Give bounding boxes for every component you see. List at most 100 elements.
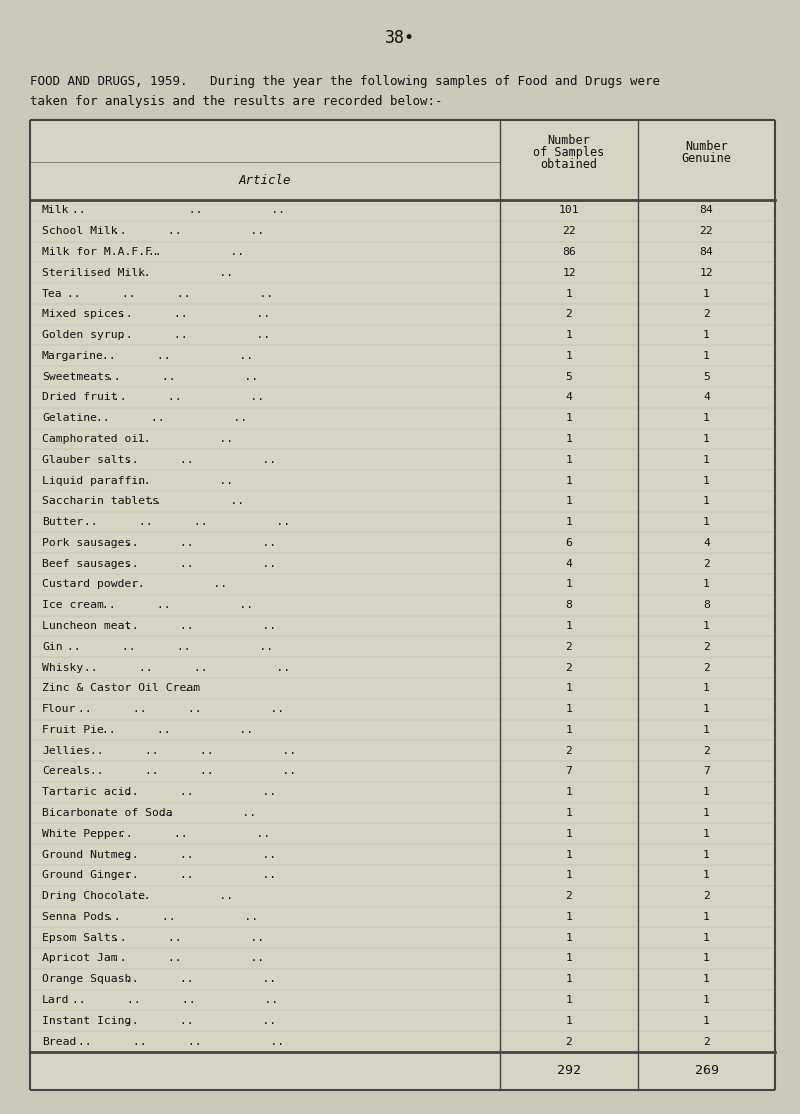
Text: 8: 8 [566,600,573,610]
Text: Tartaric acid: Tartaric acid [42,788,131,798]
Text: of Samples: of Samples [534,146,605,159]
Text: ..      ..      ..          ..: .. .. .. .. [71,1037,284,1047]
Text: ..      ..          ..: .. .. .. [94,351,253,361]
Text: 1: 1 [703,434,710,444]
Text: 7: 7 [566,766,573,776]
Text: ..      ..          ..: .. .. .. [94,600,253,610]
Text: ..      ..      ..          ..: .. .. .. .. [71,704,284,714]
Text: Milk for M.A.F.F.: Milk for M.A.F.F. [42,247,159,257]
Text: 1: 1 [566,912,573,922]
Text: Pork sausages: Pork sausages [42,538,131,548]
Text: 1: 1 [703,932,710,942]
Text: Mixed spices: Mixed spices [42,310,125,320]
Text: ..      ..      ..          ..: .. .. .. .. [59,642,273,652]
Text: 2: 2 [566,891,573,901]
Text: 2: 2 [566,642,573,652]
Text: Orange Squash: Orange Squash [42,975,131,985]
Text: Milk: Milk [42,205,70,215]
Text: ..      ..          ..: .. .. .. [106,954,265,964]
Text: FOOD AND DRUGS, 1959.   During the year the following samples of Food and Drugs : FOOD AND DRUGS, 1959. During the year th… [30,75,660,88]
Text: Fruit Pie: Fruit Pie [42,725,104,735]
Text: 4: 4 [566,558,573,568]
Text: Flour: Flour [42,704,76,714]
Text: ..      ..          ..: .. .. .. [106,932,265,942]
Text: ..      ..          ..: .. .. .. [118,850,276,860]
Text: ..      ..          ..: .. .. .. [101,912,258,922]
Text: Ground Ginger: Ground Ginger [42,870,131,880]
Text: 1: 1 [703,788,710,798]
Text: 1: 1 [566,351,573,361]
Text: Custard powder: Custard powder [42,579,138,589]
Text: 1: 1 [703,975,710,985]
Text: School Milk: School Milk [42,226,118,236]
Text: 1: 1 [566,870,573,880]
Text: 1: 1 [566,725,573,735]
Text: Dried fruit: Dried fruit [42,392,118,402]
Text: 2: 2 [566,310,573,320]
Text: ..          ..: .. .. [142,497,245,507]
Text: 2: 2 [566,663,573,673]
Text: Genuine: Genuine [682,152,731,165]
Text: Golden syrup: Golden syrup [42,330,125,340]
Text: Sterilised Milk: Sterilised Milk [42,267,145,277]
Text: 2: 2 [703,745,710,755]
Text: 22: 22 [562,226,576,236]
Bar [30,120,775,1089]
Text: 1: 1 [703,704,710,714]
Text: 1: 1 [566,620,573,631]
Text: Number: Number [548,134,590,147]
Text: ..          ..: .. .. [142,247,245,257]
Text: ..      ..      ..          ..: .. .. .. .. [83,745,296,755]
Text: ..          ..: .. .. [130,267,233,277]
Text: 84: 84 [700,247,714,257]
Text: 5: 5 [703,372,710,382]
Text: Jellies: Jellies [42,745,90,755]
Text: 1: 1 [703,683,710,693]
Text: 2: 2 [703,891,710,901]
Text: 84: 84 [700,205,714,215]
Text: ..      ..          ..: .. .. .. [112,330,270,340]
Text: Gin: Gin [42,642,62,652]
Text: 1: 1 [703,413,710,423]
Text: ..          ..: .. .. [130,434,233,444]
Text: 1: 1 [566,808,573,818]
Text: taken for analysis and the results are recorded below:-: taken for analysis and the results are r… [30,95,442,108]
Text: 1: 1 [703,517,710,527]
Text: 1: 1 [566,954,573,964]
Text: 1: 1 [703,455,710,465]
Text: Ground Nutmeg: Ground Nutmeg [42,850,131,860]
Text: Ice cream: Ice cream [42,600,104,610]
Text: ..      ..          ..: .. .. .. [118,538,276,548]
Text: 1: 1 [703,725,710,735]
Text: Liquid paraffin: Liquid paraffin [42,476,145,486]
Text: Camphorated oil: Camphorated oil [42,434,145,444]
Text: Senna Pods: Senna Pods [42,912,110,922]
Text: 1: 1 [566,289,573,299]
Text: Glauber salts: Glauber salts [42,455,131,465]
Text: 2: 2 [566,745,573,755]
Text: 1: 1 [566,788,573,798]
Text: 1: 1 [703,1016,710,1026]
Text: Bread: Bread [42,1037,76,1047]
Text: ..          ..: .. .. [130,891,233,901]
Text: ..          ..: .. .. [130,476,233,486]
Text: 1: 1 [566,330,573,340]
Text: 1: 1 [703,476,710,486]
Text: ..          ..: .. .. [153,808,256,818]
Text: 1: 1 [566,497,573,507]
Text: 1: 1 [566,455,573,465]
Text: ..      ..          ..: .. .. .. [118,455,276,465]
Text: ..      ..          ..: .. .. .. [106,226,265,236]
Text: 1: 1 [703,620,710,631]
Text: 1: 1 [566,434,573,444]
Text: 1: 1 [703,912,710,922]
Text: 4: 4 [703,392,710,402]
Text: 1: 1 [566,683,573,693]
Text: 2: 2 [566,1037,573,1047]
Text: 1: 1 [703,850,710,860]
Text: ..               ..          ..: .. .. .. [66,205,286,215]
Text: 6: 6 [566,538,573,548]
Text: 1: 1 [566,476,573,486]
Text: 2: 2 [703,310,710,320]
Text: 8: 8 [703,600,710,610]
